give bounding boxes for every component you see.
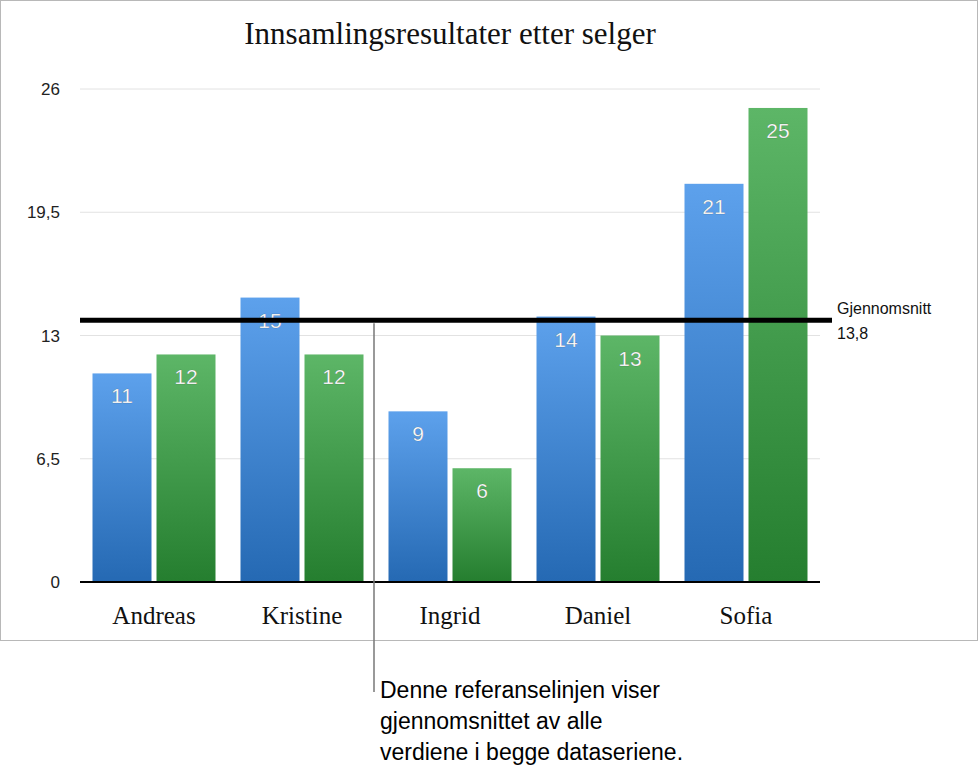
callout-line [373,323,375,692]
x-tick-label: Kristine [262,602,343,629]
data-label: 21 [702,195,725,218]
data-label: 12 [174,365,197,388]
reference-value-label: 13,8 [837,325,868,342]
chart-container: Innsamlingsresultater etter selger 0 6,5 13… [0,0,979,777]
data-label: 25 [766,119,789,142]
bar [93,373,152,582]
reference-label: Gjennomsnitt [837,300,932,317]
y-tick-label: 0 [51,573,60,592]
bar [601,336,660,583]
x-axis-line [80,581,820,583]
grid-line [80,89,820,90]
x-tick-label: Daniel [565,602,632,629]
y-tick-label: 19,5 [27,203,60,222]
grid-line [80,582,820,583]
bar [389,411,448,582]
data-label: 12 [322,365,345,388]
bar [241,298,300,582]
bar [453,468,512,582]
y-tick-label: 6,5 [36,450,60,469]
annotation-text: Denne referanselinjen viser [380,677,660,703]
y-tick-label: 13 [41,327,60,346]
bars [93,108,808,582]
bar [305,354,364,582]
data-label: 13 [618,347,641,370]
data-labels: 111591421121261325 [111,119,790,502]
reference-line-group [80,320,832,321]
data-label: 11 [111,384,133,407]
annotation-text: gjennomsnittet av alle [380,708,602,734]
data-label: 6 [476,479,488,502]
chart-frame [1,1,978,641]
x-tick-label: Andreas [112,602,195,629]
x-tick-label: Ingrid [419,602,481,629]
annotation-text: verdiene i begge dataseriene. [380,739,683,765]
chart-title: Innsamlingsresultater etter selger [244,16,656,51]
y-tick-label: 26 [41,80,60,99]
bar [685,184,744,582]
chart-svg: Innsamlingsresultater etter selger 0 6,5 13… [0,0,979,777]
bar [537,317,596,582]
data-label: 9 [412,422,424,445]
bar [157,354,216,582]
data-label: 14 [554,328,578,351]
x-tick-label: Sofia [720,602,773,629]
reference-line [80,318,832,323]
bar [749,108,808,582]
